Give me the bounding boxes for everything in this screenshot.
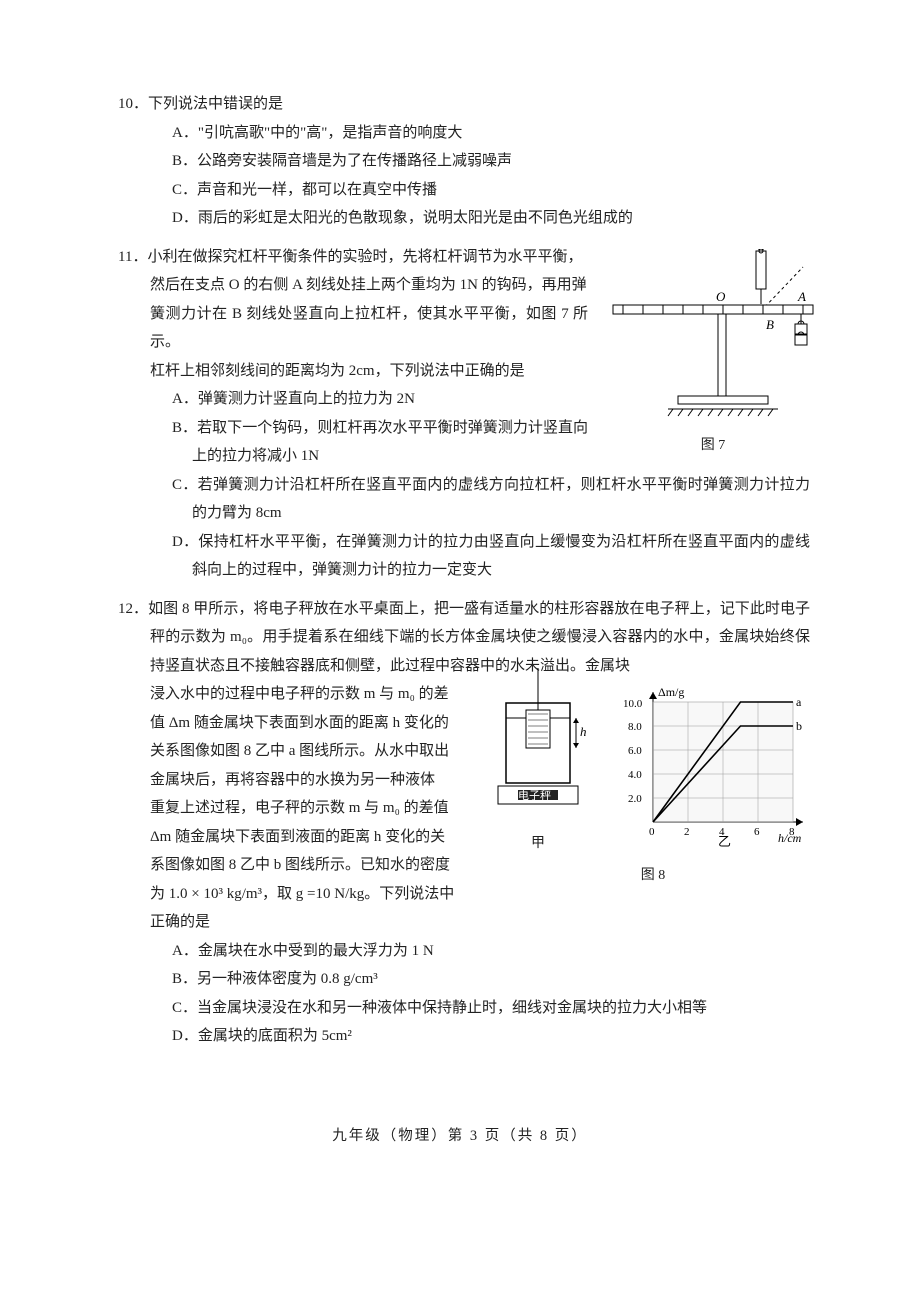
q12-l3: 金属块后，再将容器中的水换为另一种液体: [150, 766, 495, 795]
figure-8: h 电子秤 甲: [488, 668, 818, 890]
svg-text:Δm/g: Δm/g: [658, 685, 684, 699]
label-B: B: [766, 317, 774, 332]
q12-l6: 系图像如图 8 乙中 b 图线所示。已知水的密度: [150, 851, 495, 880]
q12-l2: 关系图像如图 8 乙中 a 图线所示。从水中取出: [150, 737, 495, 766]
svg-text:10.0: 10.0: [623, 698, 643, 710]
svg-text:h/cm: h/cm: [778, 831, 802, 845]
q10-stem-text: 下列说法中错误的是: [148, 96, 283, 112]
q12-l7: 为 1.0 × 10³ kg/m³，取 g =10 N/kg。下列说法中: [150, 880, 495, 909]
q12-opt-c: C．当金属块浸没在水和另一种液体中保持静止时，细线对金属块的拉力大小相等: [172, 994, 810, 1023]
q10-stem: 10．下列说法中错误的是: [118, 90, 810, 119]
q10-opt-d: D．雨后的彩虹是太阳光的色散现象，说明太阳光是由不同色光组成的: [172, 204, 810, 233]
q12-number: 12．: [118, 601, 148, 617]
q10-number: 10．: [118, 96, 148, 112]
q11-opt-a: A．弹簧测力计竖直向上的拉力为 2N: [172, 385, 588, 414]
figure-8-yi: 2.0 4.0 6.0 8.0 10.0 0 2 4 6 8: [618, 682, 813, 858]
question-12: 12．如图 8 甲所示，将电子秤放在水平桌面上，把一盛有适量水的柱形容器放在电子…: [118, 595, 810, 1051]
q10-opt-b: B．公路旁安装隔音墙是为了在传播路径上减弱噪声: [172, 147, 810, 176]
figure-7-caption: 图 7: [608, 433, 818, 460]
q12-l1: 值 Δm 随金属块下表面到水面的距离 h 变化的: [150, 709, 495, 738]
q12-opt-b: B．另一种液体密度为 0.8 g/cm³: [172, 965, 810, 994]
lever-diagram-icon: O A B: [608, 249, 818, 419]
q10-opt-a: A．"引吭高歌"中的"高"，是指声音的响度大: [172, 119, 810, 148]
q11-stem: 11．小利在做探究杠杆平衡条件的实验时，先将杠杆调节为水平平衡，: [118, 243, 588, 272]
figure-8-caption: 图 8: [488, 863, 818, 890]
q11-stem-line-1: 然后在支点 O 的右侧 A 刻线处挂上两个重均为 1N 的钩码，再用弹: [118, 271, 588, 300]
page-footer: 九年级（物理）第 3 页（共 8 页）: [0, 1124, 920, 1145]
q12-l5: Δm 随金属块下表面到液面的距离 h 变化的关: [150, 823, 495, 852]
label-O: O: [716, 289, 726, 304]
q10-options: A．"引吭高歌"中的"高"，是指声音的响度大 B．公路旁安装隔音墙是为了在传播路…: [118, 119, 810, 233]
svg-text:6.0: 6.0: [628, 745, 642, 757]
q11-number: 11．: [118, 249, 147, 265]
figure-7: O A B: [608, 249, 818, 460]
q11-stem-line-2: 簧测力计在 B 刻线处竖直向上拉杠杆，使其水平平衡，如图 7 所示。: [118, 300, 588, 357]
q11-options-cd: C．若弹簧测力计沿杠杆所在竖直平面内的虚线方向拉杠杆，则杠杆水平平衡时弹簧测力计…: [118, 471, 810, 585]
svg-text:乙: 乙: [718, 834, 731, 847]
svg-text:a: a: [796, 695, 802, 709]
q12-l4: 重复上述过程，电子秤的示数 m 与 m₀ 的差值: [150, 794, 495, 823]
delta-m-chart-icon: 2.0 4.0 6.0 8.0 10.0 0 2 4 6 8: [618, 682, 813, 847]
q11-options-ab: A．弹簧测力计竖直向上的拉力为 2N B．若取下一个钩码，则杠杆再次水平平衡时弹…: [118, 385, 588, 471]
svg-text:2.0: 2.0: [628, 793, 642, 805]
svg-text:h: h: [580, 724, 587, 739]
q12-top-text: 如图 8 甲所示，将电子秤放在水平桌面上，把一盛有适量水的柱形容器放在电子秤上，…: [148, 601, 810, 674]
svg-text:电子秤: 电子秤: [518, 789, 551, 802]
q11-opt-c: C．若弹簧测力计沿杠杆所在竖直平面内的虚线方向拉杠杆，则杠杆水平平衡时弹簧测力计…: [172, 471, 810, 528]
q11-stem-line-0: 小利在做探究杠杆平衡条件的实验时，先将杠杆调节为水平平衡，: [147, 249, 582, 265]
q12-opt-d: D．金属块的底面积为 5cm²: [172, 1022, 810, 1051]
q10-opt-c: C．声音和光一样，都可以在真空中传播: [172, 176, 810, 205]
q11-opt-b: B．若取下一个钩码，则杠杆再次水平平衡时弹簧测力计竖直向上的拉力将减小 1N: [172, 414, 588, 471]
figure-8-jia: h 电子秤 甲: [488, 668, 588, 857]
q12-options: A．金属块在水中受到的最大浮力为 1 N B．另一种液体密度为 0.8 g/cm…: [118, 937, 810, 1051]
svg-text:2: 2: [684, 826, 690, 838]
figure-8-jia-label: 甲: [488, 831, 588, 858]
question-10: 10．下列说法中错误的是 A．"引吭高歌"中的"高"，是指声音的响度大 B．公路…: [118, 90, 810, 233]
svg-text:6: 6: [754, 826, 760, 838]
svg-text:4.0: 4.0: [628, 769, 642, 781]
q11-opt-d: D．保持杠杆水平平衡，在弹簧测力计的拉力由竖直向上缓慢变为沿杠杆所在竖直平面内的…: [172, 528, 810, 585]
q11-stem-line-3: 杠杆上相邻刻线间的距离均为 2cm，下列说法中正确的是: [118, 357, 588, 386]
svg-text:b: b: [796, 719, 802, 733]
svg-text:8.0: 8.0: [628, 721, 642, 733]
beaker-diagram-icon: h 电子秤: [488, 668, 588, 818]
q12-left-block: 浸入水中的过程中电子秤的示数 m 与 m₀ 的差 值 Δm 随金属块下表面到水面…: [118, 680, 495, 937]
q12-l8: 正确的是: [150, 908, 495, 937]
label-A: A: [797, 289, 806, 304]
page-content: 10．下列说法中错误的是 A．"引吭高歌"中的"高"，是指声音的响度大 B．公路…: [0, 0, 920, 1051]
q12-l0: 浸入水中的过程中电子秤的示数 m 与 m₀ 的差: [150, 680, 495, 709]
q12-opt-a: A．金属块在水中受到的最大浮力为 1 N: [172, 937, 810, 966]
svg-text:0: 0: [649, 826, 655, 838]
question-11: 11．小利在做探究杠杆平衡条件的实验时，先将杠杆调节为水平平衡， 然后在支点 O…: [118, 243, 810, 585]
